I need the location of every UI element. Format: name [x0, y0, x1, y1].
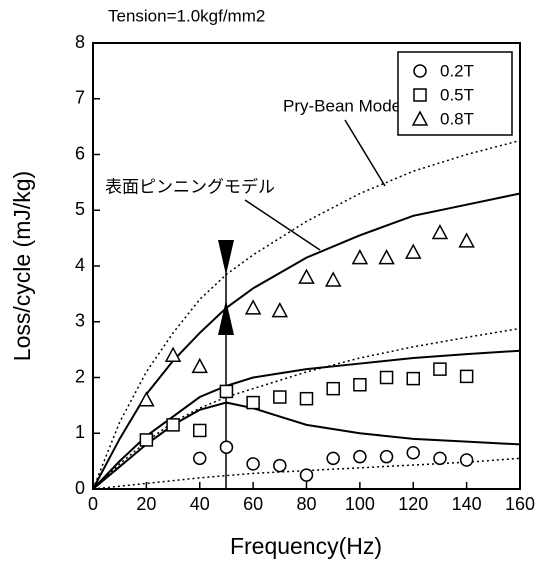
- point: [166, 418, 180, 432]
- chart-title: Tension=1.0kgf/mm2: [108, 6, 265, 25]
- y-tick-label: 8: [75, 32, 85, 52]
- point: [406, 446, 420, 460]
- x-tick-label: 40: [190, 494, 210, 514]
- model-curve: [92, 327, 521, 490]
- y-tick-label: 7: [75, 88, 85, 108]
- legend-marker: [413, 88, 427, 102]
- x-tick-label: 60: [243, 494, 263, 514]
- point: [164, 346, 182, 362]
- arrow-head: [218, 240, 234, 275]
- model-curve: [92, 349, 521, 490]
- point: [138, 391, 155, 407]
- point: [459, 453, 474, 467]
- legend-marker: [411, 110, 429, 126]
- point: [244, 299, 262, 315]
- x-tick-label: 80: [296, 494, 316, 514]
- point: [459, 369, 474, 384]
- point: [298, 268, 315, 284]
- y-tick-label: 0: [75, 478, 85, 498]
- point: [353, 449, 367, 464]
- point: [379, 449, 394, 464]
- x-tick-label: 140: [452, 494, 482, 514]
- point: [353, 377, 367, 392]
- point: [378, 249, 395, 265]
- x-tick-label: 0: [88, 494, 98, 514]
- point: [433, 451, 447, 466]
- arrow-head: [218, 300, 234, 335]
- y-tick-label: 4: [75, 255, 85, 275]
- point: [139, 433, 154, 447]
- point: [219, 384, 234, 399]
- annotation: 表面ピンニングモデル: [105, 176, 275, 196]
- x-tick-label: 160: [505, 494, 535, 514]
- model-curve: [92, 457, 521, 490]
- point: [379, 370, 394, 385]
- point: [351, 249, 369, 265]
- point: [273, 458, 287, 473]
- point: [246, 457, 260, 471]
- point: [219, 440, 234, 454]
- y-tick-label: 6: [75, 143, 85, 163]
- legend-marker: [413, 64, 427, 78]
- annotation: Pry-Bean Model: [283, 96, 405, 115]
- legend-label: 0.5T: [440, 85, 474, 104]
- y-axis-label: Loss/cycle (mJ/kg): [9, 171, 35, 361]
- model-curve: [92, 192, 521, 490]
- y-tick-label: 3: [75, 311, 85, 331]
- point: [191, 357, 209, 374]
- point: [406, 371, 420, 386]
- point: [404, 243, 422, 259]
- legend-label: 0.8T: [440, 109, 474, 128]
- point: [326, 451, 340, 466]
- point: [271, 302, 289, 318]
- legend-label: 0.2T: [440, 61, 474, 80]
- leader-line: [344, 119, 386, 187]
- point: [193, 423, 207, 438]
- y-tick-label: 1: [75, 422, 85, 442]
- x-tick-label: 120: [398, 494, 428, 514]
- point: [324, 271, 342, 287]
- point: [246, 395, 260, 410]
- x-axis-label: Frequency(Hz): [230, 533, 382, 559]
- point: [458, 232, 475, 248]
- point: [326, 381, 340, 396]
- point: [433, 362, 447, 376]
- point: [299, 391, 314, 406]
- y-tick-label: 5: [75, 199, 85, 219]
- x-tick-label: 20: [136, 494, 156, 514]
- point: [193, 451, 207, 466]
- x-tick-label: 100: [345, 494, 375, 514]
- point: [273, 390, 287, 404]
- point: [431, 223, 449, 240]
- leader-line: [244, 199, 321, 251]
- point: [299, 468, 314, 482]
- y-tick-label: 2: [75, 366, 85, 386]
